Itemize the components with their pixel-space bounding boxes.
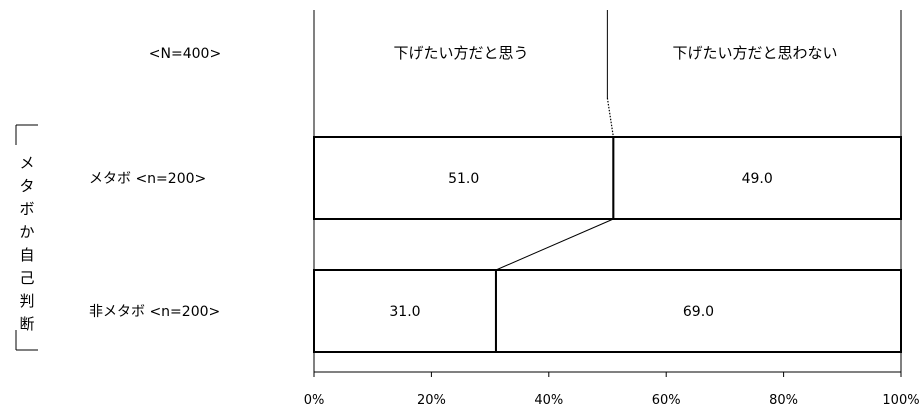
- x-tick-label: 20%: [417, 393, 446, 408]
- group-label-char: 断: [19, 315, 34, 333]
- bar-segment: [612, 136, 902, 220]
- bar-segment: [313, 269, 497, 353]
- group-label-char: ボ: [19, 200, 34, 218]
- data-label: 51.0: [448, 171, 479, 187]
- group-label-char: 判: [19, 292, 34, 310]
- legend-connector: [606, 97, 614, 138]
- sample-size-label: <N=400>: [149, 46, 221, 62]
- category-label: メタボ <n=200>: [89, 171, 206, 187]
- group-label-char: 己: [19, 269, 34, 287]
- x-tick-label: 100%: [882, 393, 919, 408]
- group-label-char: メ: [19, 154, 34, 172]
- series-connector-line: [495, 218, 614, 271]
- bar-segment: [494, 269, 902, 353]
- legend-label-series-2: 下げたい方だと思わない: [672, 44, 837, 62]
- legend-label-series-1: 下げたい方だと思う: [393, 44, 528, 62]
- group-label-char: タ: [19, 177, 34, 195]
- category-label: 非メタボ <n=200>: [89, 304, 220, 320]
- x-tick-label: 0%: [304, 393, 325, 408]
- group-bracket: [15, 124, 38, 351]
- group-label-char: か: [19, 223, 34, 241]
- group-label-char: 自: [19, 246, 34, 264]
- data-label: 69.0: [683, 304, 714, 320]
- x-tick-label: 80%: [769, 393, 798, 408]
- data-label: 31.0: [389, 304, 420, 320]
- data-label: 49.0: [742, 171, 773, 187]
- x-tick-label: 40%: [534, 393, 563, 408]
- x-tick-label: 60%: [652, 393, 681, 408]
